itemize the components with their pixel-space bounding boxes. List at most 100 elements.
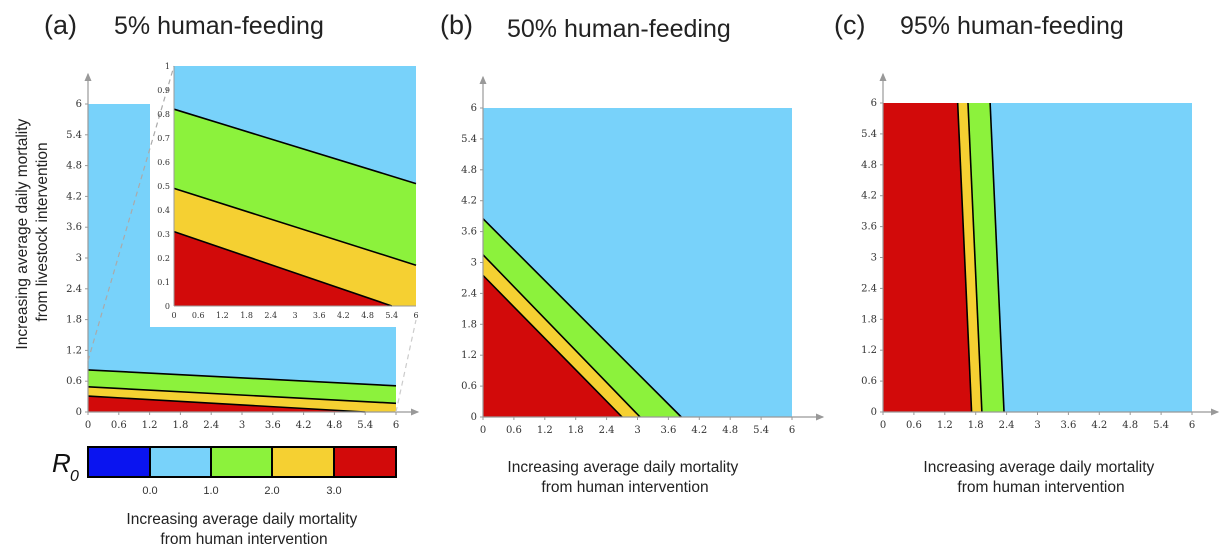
panel-c-title: 95% human-feeding [900,12,1124,40]
panel-c-x-tick-label: 0 [880,420,886,431]
panel-c-x-tick-label: 5.4 [1153,420,1169,431]
panel-b-y-tick-label: 6 [471,103,477,114]
panel-a-y-tick-label: 0.6 [66,376,82,387]
panel-b-y-tick-label: 1.8 [461,319,477,330]
contour-r0-1 [87,369,397,387]
r0-colorbar: R 0 0.0 1.0 2.0 3.0 [52,446,397,497]
inset-y-tick-label: 0 [165,302,170,311]
inset-y-tick-label: 0.2 [157,254,170,263]
panel-a-x-tick-label: 0.6 [111,420,127,431]
panel-c-y-tick-label: 3 [871,253,877,264]
panel-c-y-tick-label: 2.4 [861,283,877,294]
panel-c-x-tick-label: 3.6 [1060,420,1076,431]
inset-y-tick-label: 0.3 [157,230,170,239]
contour-r0-1 [989,102,1005,413]
panel-a-ylabel: Increasing average daily mortality from … [14,114,51,349]
inset-y-tick-label: 0.5 [157,182,170,191]
colorbar-tick: 1.0 [203,485,218,497]
panel-a-x-tick-label: 1.8 [172,420,188,431]
panel-c-plot: 0 0.6 1.2 1.8 2.4 3 3.6 4.2 4.8 5.4 6 0 0.6 1.2 1.8 2.4… [861,72,1220,431]
inset-x-tick-label: 1.2 [216,311,229,320]
contour-r0-3 [87,395,366,413]
panel-b-label: (b) [440,10,473,40]
panel-c-x-tick-label: 1.8 [968,420,984,431]
panel-a-label: (a) [44,10,77,40]
panel-b-y-tick-label: 4.8 [461,165,477,176]
contour-r0-3 [956,102,973,413]
region-r0-above-3 [883,103,972,412]
panel-a-x-tick-label: 1.2 [142,420,158,431]
panel-a-y-tick-label: 5.4 [66,130,82,141]
panel-a-x-tick-label: 4.2 [296,420,312,431]
panel-c-y-tick-label: 4.2 [861,191,877,202]
panel-b-x-tick-label: 3 [634,425,640,436]
panel-b-y-tick-label: 3 [471,258,477,269]
panel-b-y-tick-label: 0 [471,412,477,423]
panel-a-y-tick-label: 4.2 [66,191,82,202]
inset-x-tick-label: 4.8 [361,311,374,320]
panel-a-x-tick-label: 6 [393,420,399,431]
panel-a-x-tick-label: 2.4 [203,420,219,431]
panel-c-y-tick-label: 3.6 [861,222,877,233]
panel-a-y-tick-label: 1.2 [66,345,82,356]
panel-c-x-tick-label: 1.2 [937,420,953,431]
inset-x-tick-label: 3.6 [313,311,326,320]
panel-a-inset: 0 0.6 1.2 1.8 2.4 3 3.6 4.2 4.8 5.4 6 0 0.1 0.2 0.3 0.4… [87,56,420,413]
inset-x-tick-label: 0.6 [192,311,205,320]
panel-a-y-tick-label: 0 [76,407,82,418]
panel-c-y-tick-label: 4.8 [861,160,877,171]
panel-b-y-tick-label: 5.4 [461,134,477,145]
panel-c-x-tick-label: 6 [1189,420,1195,431]
colorbar-tick: 0.0 [142,485,157,497]
panel-b-y-tick-label: 4.2 [461,196,477,207]
panel-a-x-tick-label: 3.6 [265,420,281,431]
panel-a-x-tick-label: 4.8 [326,420,342,431]
panel-b-x-tick-label: 0 [480,425,486,436]
colorbar-swatch-blue [149,446,212,478]
panel-b-x-tick-label: 6 [789,425,795,436]
panel-b-x-tick-label: 3.6 [660,425,676,436]
contour-r0-2 [967,102,983,413]
panel-b-x-tick-label: 4.2 [691,425,707,436]
panel-a-y-tick-label: 3.6 [66,222,82,233]
panel-b-y-tick-label: 0.6 [461,381,477,392]
inset-zoom-line [395,319,417,413]
contour-r0-1 [482,218,682,418]
inset-y-tick-label: 0.7 [157,134,170,143]
inset-x-tick-label: 5.4 [385,311,398,320]
panel-c-y-tick-label: 0.6 [861,376,877,387]
contour-r0-2 [87,386,397,405]
inset-contour-r0-1 [173,108,417,185]
panel-b-y-tick-label: 2.4 [461,288,477,299]
panel-a-y-tick-label: 3 [76,253,82,264]
inset-y-tick-label: 0.4 [157,206,170,215]
panel-b-x-tick-label: 1.2 [537,425,553,436]
panel-b-y-tick-label: 1.2 [461,350,477,361]
panel-c-label: (c) [834,10,865,40]
panel-b-plot: 0 0.6 1.2 1.8 2.4 3 3.6 4.2 4.8 5.4 6 0 0.6 1.2 1.8 2.4… [461,75,825,436]
inset-x-tick-label: 2.4 [264,311,277,320]
inset-x-tick-label: 4.2 [337,311,350,320]
panel-c-x-tick-label: 3 [1034,420,1040,431]
panel-a-title: 5% human-feeding [114,12,324,40]
panel-b-x-tick-label: 2.4 [599,425,615,436]
colorbar-tick: 2.0 [264,485,279,497]
panel-a-y-tick-label: 1.8 [66,315,82,326]
inset-y-tick-label: 0.9 [157,86,170,95]
panel-a-x-tick-label: 3 [239,420,245,431]
inset-y-tick-label: 0.1 [157,278,170,287]
contour-r0-2 [482,254,641,418]
colorbar-swatch-red [333,446,397,478]
colorbar-swatch-green [210,446,273,478]
panel-b-x-tick-label: 1.8 [568,425,584,436]
panel-c-x-tick-label: 4.2 [1091,420,1107,431]
panel-a-x-tick-label: 0 [85,420,91,431]
panel-c-x-tick-label: 2.4 [999,420,1015,431]
panel-a-xlabel: Increasing average daily mortality from … [126,511,361,547]
inset-y-tick-label: 0.8 [157,110,170,119]
panel-c-y-tick-label: 5.4 [861,129,877,140]
panel-b-x-tick-label: 4.8 [722,425,738,436]
panel-a-y-tick-label: 2.4 [66,284,82,295]
inset-x-tick-label: 3 [292,311,297,320]
